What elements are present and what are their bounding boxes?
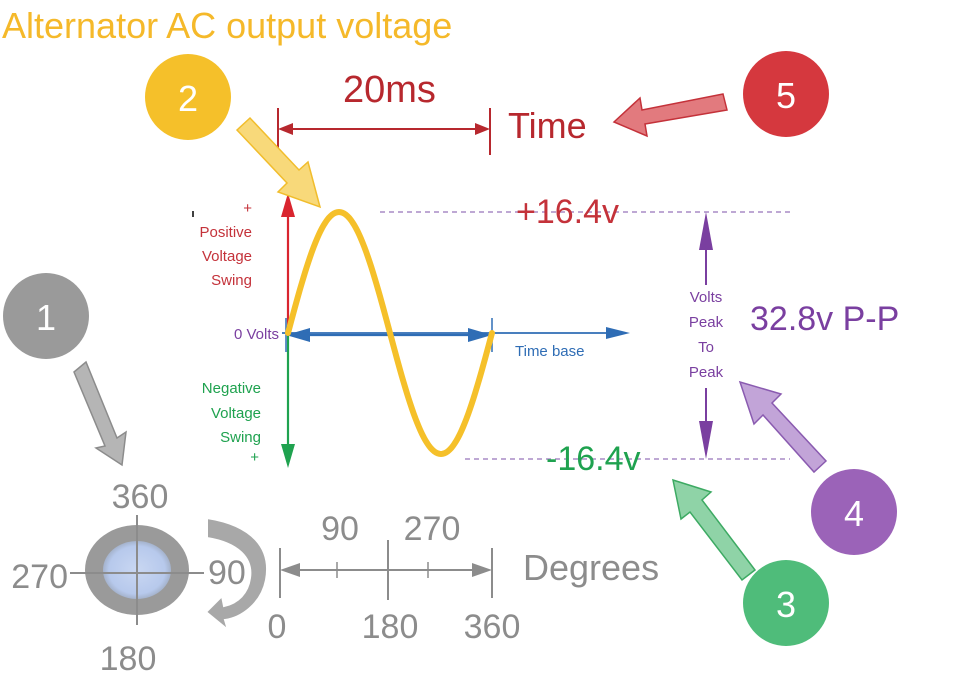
- diagram-title: Alternator AC output voltage: [2, 5, 452, 46]
- p2p-label-line-3: To: [698, 339, 714, 356]
- p2p-value: 32.8v P-P: [750, 300, 899, 338]
- callout-5-arrow: [612, 93, 728, 138]
- time-base-label: Time base: [515, 343, 584, 360]
- degrees-label-0: 0: [268, 608, 287, 646]
- negative-swing-label: Negative Voltage Swing +: [202, 380, 261, 466]
- p2p-lower-arrowhead: [699, 421, 713, 459]
- zero-volts-label: 0 Volts: [234, 326, 279, 343]
- positive-swing-label: + Positive Voltage Swing: [199, 200, 252, 289]
- callout-1: 1: [3, 273, 89, 359]
- negative-peak-value: -16.4v: [546, 440, 641, 478]
- negative-swing-line-1: Negative: [202, 380, 261, 397]
- p2p-label-line-1: Volts: [690, 289, 723, 306]
- negative-swing-plus: +: [250, 449, 259, 466]
- p2p-label-line-4: Peak: [689, 364, 724, 381]
- disc-label-top: 360: [112, 478, 169, 516]
- negative-swing-line-2: Voltage: [211, 405, 261, 422]
- negative-voltage-arrowhead: [281, 444, 295, 468]
- period-marker-right-arrow: [468, 328, 492, 342]
- positive-swing-line-2: Voltage: [202, 248, 252, 265]
- time-base-arrowhead: [606, 327, 630, 339]
- disc-label-right: 90: [208, 554, 246, 592]
- time-label: Time: [508, 105, 587, 146]
- p2p-label-line-2: Peak: [689, 314, 724, 331]
- callout-3-arrow: [672, 478, 757, 582]
- degrees-label-90: 90: [321, 510, 359, 548]
- degrees-label-360: 360: [464, 608, 521, 646]
- degrees-title: Degrees: [523, 547, 659, 588]
- disc-label-bottom: 180: [100, 640, 157, 678]
- positive-swing-line-3: Swing: [211, 272, 252, 289]
- callout-4-number: 4: [844, 493, 864, 534]
- disc-label-left: 270: [11, 558, 68, 596]
- callout-3: 3: [743, 560, 829, 646]
- period-arrow-right: [475, 123, 490, 135]
- negative-swing-line-3: Swing: [220, 429, 261, 446]
- callout-5-number: 5: [776, 75, 796, 116]
- positive-voltage-arrowhead: [281, 193, 295, 217]
- positive-peak-value: +16.4v: [516, 193, 619, 231]
- degrees-scale-arrow-left: [280, 563, 300, 577]
- callout-2-number: 2: [178, 78, 198, 119]
- period-arrow-left: [278, 123, 293, 135]
- callout-4: 4: [811, 469, 897, 555]
- period-marker-left-arrow: [286, 328, 310, 342]
- callout-2-arrow: [235, 116, 322, 209]
- callout-4-arrow: [738, 380, 828, 474]
- sine-waveform: [285, 208, 495, 458]
- degrees-label-270: 270: [404, 510, 461, 548]
- callout-1-number: 1: [36, 297, 56, 338]
- positive-swing-line-1: Positive: [199, 224, 252, 241]
- p2p-label: Volts Peak To Peak: [689, 289, 724, 381]
- rotation-arrow: [204, 516, 268, 633]
- p2p-upper-arrowhead: [699, 212, 713, 250]
- callout-1-arrow: [73, 360, 127, 467]
- positive-swing-plus: +: [243, 200, 252, 217]
- degrees-label-180: 180: [362, 608, 419, 646]
- degrees-scale-arrow-right: [472, 563, 492, 577]
- callout-3-number: 3: [776, 584, 796, 625]
- callout-2: 2: [145, 54, 231, 140]
- period-label: 20ms: [343, 69, 436, 111]
- callout-5: 5: [743, 51, 829, 137]
